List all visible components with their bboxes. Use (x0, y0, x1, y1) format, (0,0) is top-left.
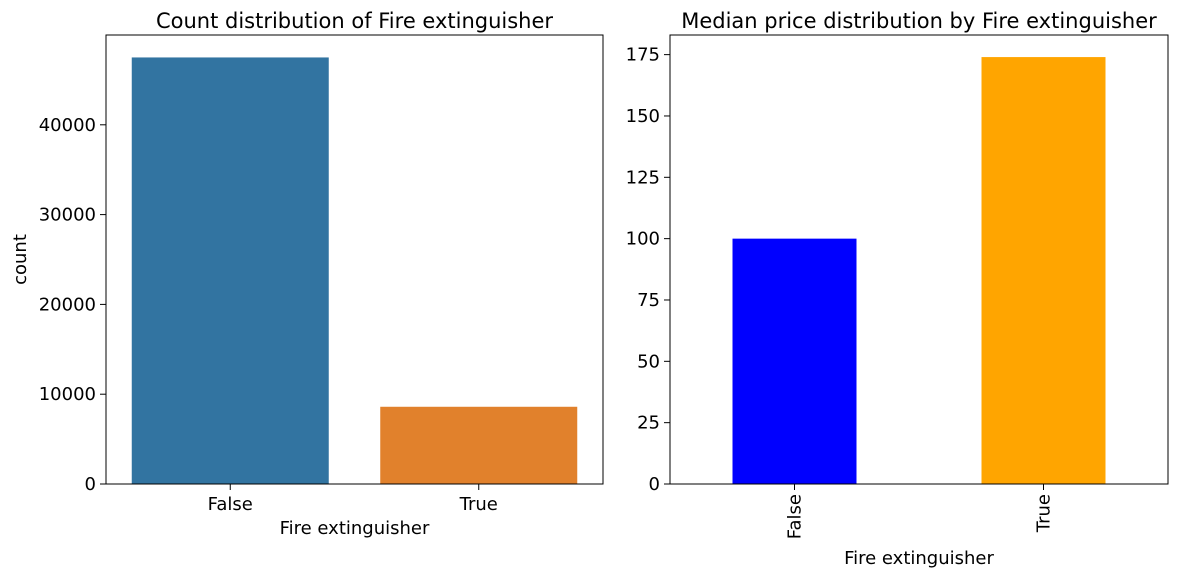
count-plot-frame (105, 34, 604, 485)
price-y-tick-label: 75 (637, 290, 660, 311)
count-chart-title: Count distribution of Fire extinguisher (156, 9, 553, 33)
price-bar-true (981, 57, 1106, 484)
price-y-tick-label: 25 (637, 413, 660, 434)
count-y-tick-label: 40000 (39, 115, 96, 136)
price-chart-x-axis-label: Fire extinguisher (844, 548, 994, 569)
price-x-tick-label: True (1034, 494, 1055, 533)
price-x-tick-label: False (785, 494, 806, 539)
price-y-tick-label: 125 (626, 167, 660, 188)
count-y-tick-label: 10000 (39, 384, 96, 405)
count-bar-true (380, 406, 578, 484)
price-y-tick-label: 100 (626, 229, 660, 250)
count-chart-y-axis-label: count (10, 234, 31, 285)
price-bar-false (732, 238, 857, 484)
price-y-tick-label: 150 (626, 106, 660, 127)
price-y-tick-label: 50 (637, 351, 660, 372)
count-y-tick-label: 30000 (39, 205, 96, 226)
price-y-tick-label: 175 (626, 45, 660, 66)
count-x-tick-label: False (208, 494, 253, 515)
price-plot-frame (669, 34, 1169, 485)
count-y-tick-label: 0 (85, 474, 96, 495)
price-chart-title: Median price distribution by Fire exting… (681, 9, 1157, 33)
count-chart-x-axis-label: Fire extinguisher (280, 518, 430, 539)
count-chart: Count distribution of Fire extinguisher … (10, 9, 604, 539)
count-y-tick-label: 20000 (39, 294, 96, 315)
count-x-tick-label: True (459, 494, 498, 515)
count-bar-false (131, 57, 329, 484)
price-chart: Median price distribution by Fire exting… (626, 9, 1169, 569)
price-y-tick-label: 0 (649, 474, 660, 495)
